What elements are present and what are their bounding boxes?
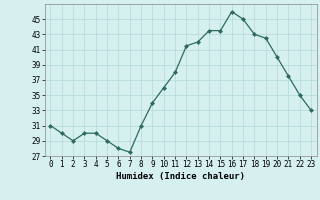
X-axis label: Humidex (Indice chaleur): Humidex (Indice chaleur): [116, 172, 245, 181]
